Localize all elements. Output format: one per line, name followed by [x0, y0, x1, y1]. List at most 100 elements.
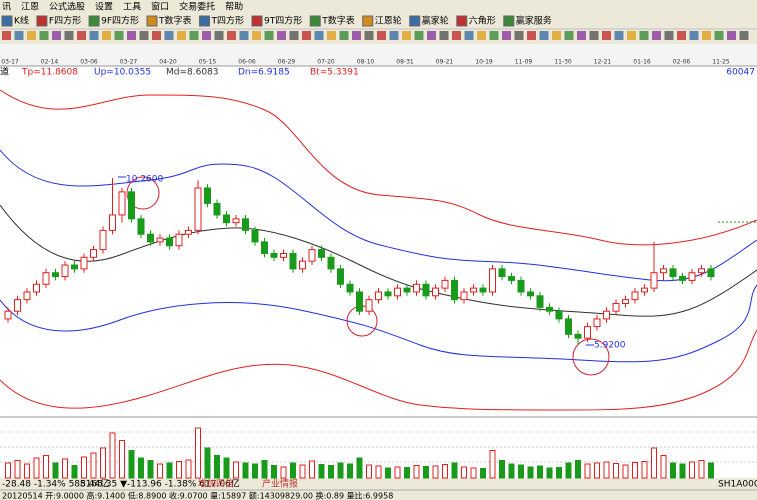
tool-icon[interactable]: [164, 31, 174, 40]
tool-icon[interactable]: [577, 31, 586, 40]
tool-icon[interactable]: [199, 15, 210, 27]
tool-icon[interactable]: [64, 31, 74, 40]
tool-icon[interactable]: [409, 15, 421, 27]
tool-icon[interactable]: [502, 31, 511, 40]
menu-item[interactable]: 设置: [95, 2, 113, 13]
volume-bar: [546, 467, 553, 479]
tool-icon[interactable]: [602, 31, 611, 40]
tool-icon[interactable]: [614, 31, 624, 40]
tool-icon[interactable]: [89, 31, 99, 40]
tool-icon[interactable]: [564, 31, 574, 40]
candle-body: [460, 291, 468, 301]
tool-icon[interactable]: [503, 15, 515, 27]
indicator-value: Dn=6.9185: [238, 68, 290, 78]
tool-icon[interactable]: [664, 31, 674, 40]
tool-icon[interactable]: [477, 31, 486, 40]
tool-icon[interactable]: [489, 31, 499, 40]
tool-icon[interactable]: [377, 31, 386, 40]
tool-icon[interactable]: [36, 15, 48, 27]
volume-bar: [81, 456, 87, 479]
tool-icon[interactable]: [727, 31, 736, 40]
menu-item[interactable]: 工具: [123, 2, 141, 13]
tool-icon[interactable]: [652, 31, 661, 40]
menu-item[interactable]: 公式选股: [49, 1, 85, 13]
tool-icon[interactable]: [739, 31, 749, 40]
tool-icon[interactable]: [464, 31, 474, 40]
tool-icon[interactable]: [114, 31, 124, 40]
tool-icon[interactable]: [514, 31, 524, 40]
tool-button[interactable]: 9F四方形: [101, 15, 139, 27]
tool-button[interactable]: K线: [14, 15, 29, 27]
tool-icon[interactable]: [314, 31, 324, 40]
tool-icon[interactable]: [439, 31, 449, 40]
tool-icon[interactable]: [552, 31, 561, 40]
tool-icon[interactable]: [39, 31, 49, 40]
tool-icon[interactable]: [627, 31, 636, 40]
tool-icon[interactable]: [52, 31, 61, 40]
tool-icon[interactable]: [639, 31, 649, 40]
tool-icon[interactable]: [689, 31, 699, 40]
tool-icon[interactable]: [202, 31, 211, 40]
tool-button[interactable]: F四方形: [49, 15, 81, 27]
tool-icon[interactable]: [88, 15, 100, 27]
tool-icon[interactable]: [14, 31, 24, 40]
tool-button[interactable]: T四方形: [211, 15, 245, 27]
tool-icon[interactable]: [402, 31, 411, 40]
tool-button[interactable]: T数字表: [158, 15, 192, 27]
tool-icon[interactable]: [146, 15, 158, 27]
tool-icon[interactable]: [152, 31, 161, 40]
tool-icon[interactable]: [139, 31, 149, 40]
tool-icon[interactable]: [362, 15, 374, 27]
tool-icon[interactable]: [77, 31, 86, 40]
tool-icon[interactable]: [527, 31, 536, 40]
menu-item[interactable]: 讯: [2, 2, 11, 13]
tool-icon[interactable]: [352, 31, 361, 40]
menu-item[interactable]: 窗口: [151, 1, 169, 13]
tool-icon[interactable]: [277, 31, 286, 40]
tool-icon[interactable]: [327, 31, 336, 40]
tool-icon[interactable]: [456, 15, 468, 27]
tool-button[interactable]: 江恩轮: [375, 15, 402, 27]
date-label: 03-06: [80, 59, 98, 66]
tool-icon[interactable]: [452, 31, 461, 40]
tool-icon[interactable]: [714, 31, 724, 40]
tool-icon[interactable]: [589, 31, 599, 40]
tool-icon[interactable]: [309, 15, 321, 27]
candle-body: [213, 202, 221, 216]
volume-bar: [5, 462, 11, 479]
tool-icon[interactable]: [702, 31, 711, 40]
date-label: 05-15: [199, 59, 217, 66]
tool-icon[interactable]: [414, 31, 424, 40]
tool-icon[interactable]: [339, 31, 349, 40]
tool-button[interactable]: 六角形: [469, 15, 496, 27]
menu-item[interactable]: 江恩: [21, 2, 39, 13]
candle-body: [584, 326, 591, 339]
tool-button[interactable]: 赢家服务: [516, 15, 552, 27]
tool-icon[interactable]: [102, 31, 111, 40]
tool-icon[interactable]: [239, 31, 249, 40]
tool-icon[interactable]: [251, 15, 263, 27]
tool-icon[interactable]: [364, 31, 374, 40]
tool-icon[interactable]: [539, 31, 549, 40]
tool-icon[interactable]: [27, 31, 36, 40]
candle-body: [612, 303, 620, 312]
tool-icon[interactable]: [389, 31, 399, 40]
tool-icon[interactable]: [252, 31, 261, 40]
tool-icon[interactable]: [264, 31, 274, 40]
tool-icon[interactable]: [302, 31, 311, 40]
tool-icon[interactable]: [1, 15, 13, 27]
tool-icon[interactable]: [2, 31, 11, 40]
tool-icon[interactable]: [289, 31, 299, 40]
tool-icon[interactable]: [177, 31, 186, 40]
tool-button[interactable]: T数字表: [321, 15, 355, 27]
tool-icon[interactable]: [127, 31, 136, 40]
tool-icon[interactable]: [189, 31, 199, 40]
tool-icon[interactable]: [214, 31, 224, 40]
tool-icon[interactable]: [427, 31, 436, 40]
tool-icon[interactable]: [227, 31, 236, 40]
menu-item[interactable]: 帮助: [225, 1, 243, 13]
tool-button[interactable]: 赢家轮: [422, 15, 449, 27]
tool-icon[interactable]: [677, 31, 686, 40]
menu-item[interactable]: 交易委托: [179, 1, 215, 13]
tool-button[interactable]: 9T四方形: [264, 15, 302, 27]
